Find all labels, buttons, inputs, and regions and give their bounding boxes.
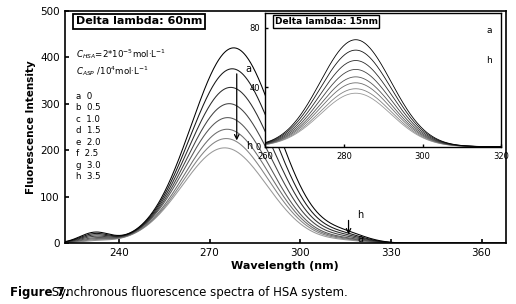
Text: Figure 7.: Figure 7. — [10, 286, 70, 299]
Text: Synchronous fluorescence spectra of HSA system.: Synchronous fluorescence spectra of HSA … — [48, 286, 348, 299]
Text: h: h — [358, 210, 364, 220]
X-axis label: Wavelength (nm): Wavelength (nm) — [231, 261, 339, 271]
Text: Delta lambda: 60nm: Delta lambda: 60nm — [75, 16, 202, 26]
Text: a: a — [358, 234, 364, 244]
Text: h: h — [246, 140, 252, 150]
Text: a: a — [246, 64, 252, 74]
Y-axis label: Fluorescence Intensity: Fluorescence Intensity — [26, 60, 36, 194]
Text: $C_{HSA}$=2*10$^{-5}$mol·L$^{-1}$
$C_{ASP}$ /10$^{4}$mol·L$^{-1}$

a  0
b  0.5
c: $C_{HSA}$=2*10$^{-5}$mol·L$^{-1}$ $C_{AS… — [75, 47, 166, 181]
